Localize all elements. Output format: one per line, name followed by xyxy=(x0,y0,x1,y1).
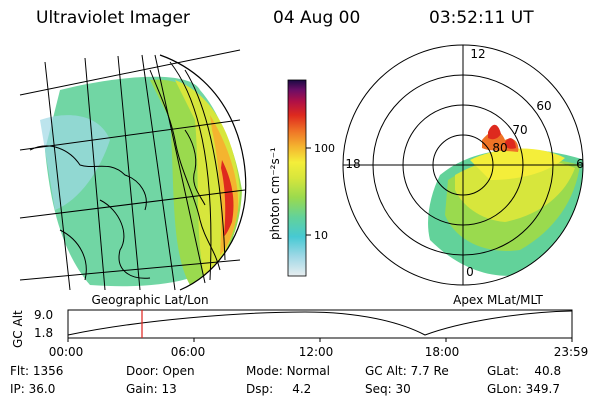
stat-flt-value: 1356 xyxy=(32,364,64,378)
stat-gain: Gain: 13 xyxy=(126,382,177,396)
stat-mode-label: Mode: xyxy=(246,364,283,378)
mlt-label-18: 18 xyxy=(345,157,360,171)
polar-auroral-image xyxy=(428,124,583,276)
polar-grid xyxy=(342,44,584,286)
time-label: 03:52:11 UT xyxy=(429,8,534,28)
geo-coastlines xyxy=(29,69,221,281)
altitude-ytick-1: 1.8 xyxy=(34,326,53,340)
stat-gcalt-label: GC Alt: xyxy=(365,364,407,378)
mlat-label-70: 70 xyxy=(512,123,527,137)
mlat-label-60: 60 xyxy=(536,99,551,113)
geo-panel-label: Geographic Lat/Lon xyxy=(91,293,208,307)
stat-seq-value: 30 xyxy=(395,382,411,396)
altitude-xtick-4: 23:59 xyxy=(554,345,589,359)
polar-panel-label: Apex MLat/MLT xyxy=(453,293,543,307)
altitude-ylabel: GC Alt xyxy=(11,310,25,348)
mlt-label-0: 0 xyxy=(466,265,474,279)
altitude-curve xyxy=(67,310,573,336)
stat-glon-label: GLon: xyxy=(487,382,522,396)
geo-auroral-image xyxy=(40,76,242,287)
stat-glat-value: 40.8 xyxy=(534,364,562,378)
stat-glon-value: 349.7 xyxy=(525,382,560,396)
mlt-label-6: 6 xyxy=(576,157,584,171)
mlat-label-80: 80 xyxy=(492,141,507,155)
stat-gcalt-value: 7.7 Re xyxy=(410,364,449,378)
colorbar-tick-label-10: 10 xyxy=(314,229,328,242)
colorbar-tick-label-100: 100 xyxy=(314,142,335,155)
stat-dsp: Dsp: 4.2 xyxy=(246,382,311,396)
instrument-title: Ultraviolet Imager xyxy=(36,8,190,28)
altitude-xtick-3: 18:00 xyxy=(425,345,460,359)
stat-flt-label: Flt: xyxy=(10,364,29,378)
stat-door-label: Door: xyxy=(126,364,159,378)
stat-glon: GLon: 349.7 xyxy=(487,382,560,396)
stat-mode: Mode: Normal xyxy=(246,364,330,378)
colorbar-gradient xyxy=(287,79,307,277)
stat-seq-label: Seq: xyxy=(365,382,392,396)
altitude-ytick-9: 9.0 xyxy=(34,308,53,322)
stat-gcalt: GC Alt: 7.7 Re xyxy=(365,364,449,378)
altitude-frame xyxy=(67,309,573,339)
stat-mode-value: Normal xyxy=(286,364,330,378)
stat-door: Door: Open xyxy=(126,364,195,378)
stat-glat: GLat: 40.8 xyxy=(487,364,561,378)
stat-ip: IP: 36.0 xyxy=(10,382,55,396)
stat-seq: Seq: 30 xyxy=(365,382,411,396)
altitude-xtick-1: 06:00 xyxy=(171,345,206,359)
colorbar-unit-label: photon cm⁻²s⁻¹ xyxy=(268,147,282,240)
date-label: 04 Aug 00 xyxy=(273,8,361,28)
altitude-xtick-2: 12:00 xyxy=(299,345,334,359)
altitude-xtick-0: 00:00 xyxy=(49,345,84,359)
stat-ip-value: 36.0 xyxy=(28,382,56,396)
stat-gain-value: 13 xyxy=(161,382,177,396)
stat-gain-label: Gain: xyxy=(126,382,158,396)
stat-door-value: Open xyxy=(162,364,195,378)
altitude-xticks xyxy=(67,338,573,342)
geo-grid-lines xyxy=(19,49,246,291)
stat-flt: Flt: 1356 xyxy=(10,364,63,378)
stat-ip-label: IP: xyxy=(10,382,25,396)
stat-glat-label: GLat: xyxy=(487,364,520,378)
stat-dsp-value: 4.2 xyxy=(292,382,312,396)
stat-dsp-label: Dsp: xyxy=(246,382,274,396)
mlt-label-12: 12 xyxy=(470,47,485,61)
